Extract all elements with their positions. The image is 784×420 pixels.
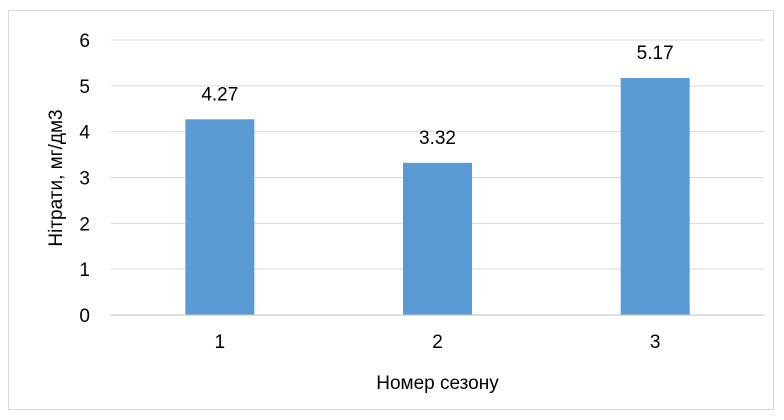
data-label: 5.17 (637, 43, 674, 64)
bar (620, 78, 690, 316)
y-axis-ticks: 0 1 2 3 4 5 6 (79, 31, 90, 327)
y-axis-title: Нітрати, мг/дм3 (46, 109, 67, 246)
bars (185, 78, 690, 316)
y-tick-label: 4 (79, 123, 90, 144)
x-axis-ticks: 1 2 3 (215, 332, 661, 353)
y-tick-label: 1 (79, 260, 90, 281)
y-tick-label: 5 (79, 77, 90, 98)
y-tick-label: 2 (79, 214, 90, 235)
x-tick-label: 1 (215, 332, 226, 353)
y-tick-label: 6 (79, 31, 90, 52)
x-axis-title: Номер сезону (376, 373, 499, 394)
x-tick-label: 2 (432, 332, 443, 353)
bar (403, 162, 472, 315)
x-tick-label: 3 (650, 332, 661, 353)
y-tick-label: 3 (79, 169, 90, 190)
data-labels: 4.27 3.32 5.17 (201, 43, 673, 149)
data-label: 4.27 (201, 84, 238, 105)
bar (185, 119, 255, 316)
y-tick-label: 0 (79, 306, 90, 327)
data-label: 3.32 (419, 128, 456, 149)
